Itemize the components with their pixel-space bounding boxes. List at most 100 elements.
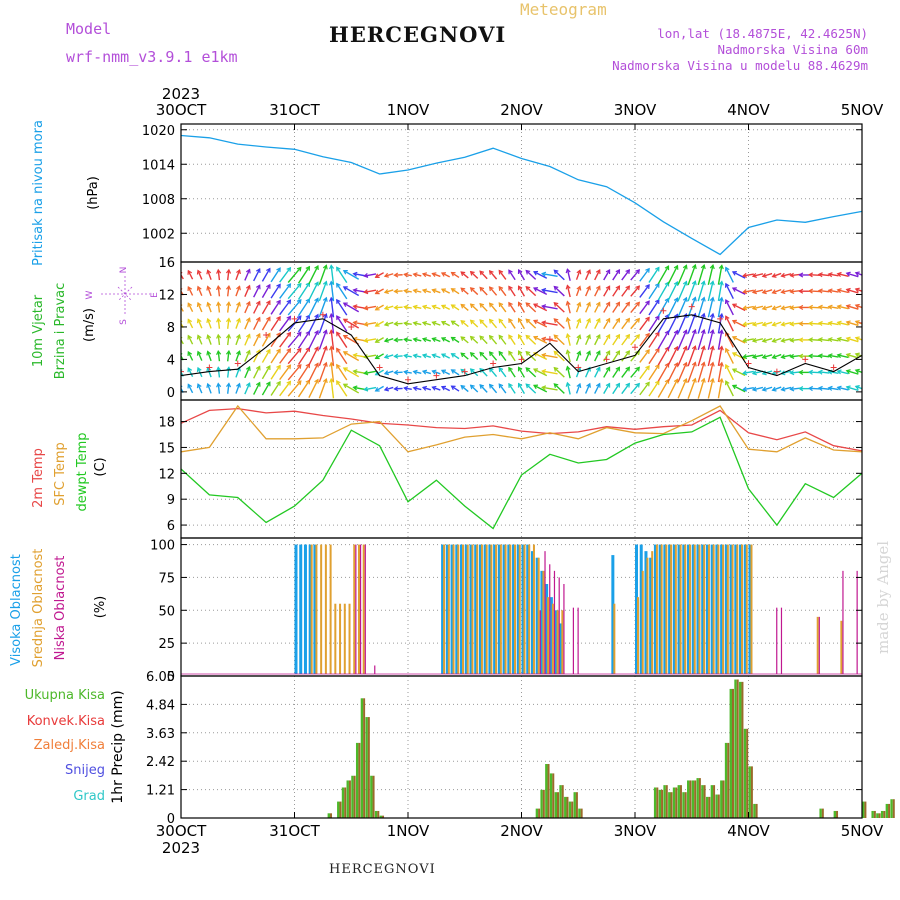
wind-arrow (235, 286, 241, 297)
wind-arrow (375, 272, 384, 278)
cloud-mid-bar (698, 544, 701, 674)
wind-arrowhead (245, 300, 251, 307)
wind-arrowhead (196, 366, 202, 372)
precip-total-bar (653, 787, 657, 818)
wind-arrow (413, 289, 422, 293)
wind-arrow (413, 305, 422, 310)
wind-arrowhead (673, 329, 679, 335)
wind-arrowhead (225, 349, 232, 355)
wind-arrow (422, 354, 432, 359)
wind-arrow (308, 379, 319, 398)
wind-arrow (818, 289, 830, 293)
cloud-mid-bar (462, 544, 465, 674)
wind-arrow (432, 354, 441, 359)
wind-arrow (451, 271, 460, 279)
precip-convective-bar (750, 766, 753, 818)
wind-arrow (828, 387, 839, 391)
wind-arrow (318, 281, 328, 302)
wind-arrowhead (691, 263, 697, 270)
wind-arrow (781, 289, 792, 294)
wind-arrowhead (508, 350, 513, 356)
wind-arrowhead (771, 289, 777, 295)
wind-arrowhead (236, 382, 241, 388)
wind-arrowhead (731, 368, 737, 374)
wind-arrowhead (789, 386, 795, 392)
wind-arrowhead (276, 283, 281, 289)
wind-arrow (187, 335, 194, 345)
cloud-mid-bar (750, 544, 753, 674)
wind-arrowhead (363, 337, 369, 343)
pressure-axis-title: Pritisak na nivou mora (31, 120, 46, 266)
wind-arrow (441, 288, 451, 294)
wind-arrowhead (742, 337, 748, 343)
wind-arrowhead (383, 337, 389, 343)
wind-arrow (762, 386, 773, 391)
wind-barbs (181, 263, 862, 399)
legend-total-rain: Ukupna Kisa (25, 688, 105, 703)
wind-arrowhead (374, 322, 380, 327)
wind-arrow (207, 383, 212, 394)
wind-arrow (542, 321, 558, 326)
precip-total-bar (677, 785, 680, 818)
wind-arrowhead (645, 348, 650, 354)
wind-arrowhead (533, 303, 539, 308)
wind-arrow (855, 288, 862, 292)
precip-total-bar (370, 775, 373, 818)
wind-arrowhead (460, 287, 466, 293)
wind-arrow (687, 378, 697, 399)
compass-south: S (119, 319, 129, 325)
wind-arrowhead (187, 383, 193, 389)
wind-arrowhead (645, 332, 650, 338)
wind-arrow (343, 302, 360, 313)
cloud-mid-bar (655, 544, 658, 674)
wind-arrowhead (450, 353, 456, 358)
wind-arrowhead (827, 304, 833, 310)
wind-arrowhead (517, 333, 523, 339)
wind-arrowhead (216, 333, 222, 339)
precip-total-bar (327, 813, 331, 818)
wind-arrowhead (605, 333, 611, 339)
wind-arrowhead (789, 353, 795, 359)
cloud-high-bar (521, 544, 525, 674)
wind-arrowhead (742, 289, 748, 295)
precip-total-bar (682, 792, 685, 818)
wind-arrowhead (525, 302, 531, 308)
wind-arrowhead (731, 319, 737, 325)
wind-arrow (279, 332, 291, 348)
wind-arrow (181, 354, 184, 361)
wind-arrowhead (731, 303, 737, 309)
wind-arrow (846, 272, 859, 278)
wind-arrowhead (469, 352, 475, 357)
cloud-mid-bar (745, 544, 748, 674)
precip-convective-bar (656, 787, 659, 818)
wind-arrowhead (342, 270, 348, 275)
wind-arrowhead (412, 369, 418, 375)
cloud-low-bar (572, 607, 574, 674)
wind-arrow (630, 366, 640, 378)
wind-arrowhead (440, 337, 446, 342)
precip-convective-bar (873, 810, 876, 818)
wind-arrow (697, 362, 705, 383)
wind-arrowhead (314, 281, 319, 287)
compass-west: W (85, 290, 95, 299)
wind-arrow (413, 338, 422, 342)
wind-arrow (270, 300, 281, 315)
wind-arrow (244, 334, 251, 346)
wind-arrow (217, 367, 221, 378)
wind-arrow (318, 265, 328, 285)
wind-arrow (752, 321, 764, 326)
wind-arrow (489, 286, 498, 296)
wind-arrow (603, 318, 611, 330)
wind-arrow (697, 281, 705, 302)
precip-total-bar (341, 787, 345, 818)
wind-arrowhead (393, 288, 399, 294)
precip-convective-bar (736, 679, 739, 818)
temp-2m-line (181, 407, 862, 452)
wind-arrow (762, 321, 773, 326)
wind-arrow (181, 338, 184, 345)
wind-arrow (818, 273, 830, 277)
top-x-tick-label: 30OCT (156, 101, 207, 119)
wind-arrowhead (286, 299, 292, 305)
wind-arrow (584, 334, 591, 346)
cloud-mid-bar (722, 544, 725, 674)
